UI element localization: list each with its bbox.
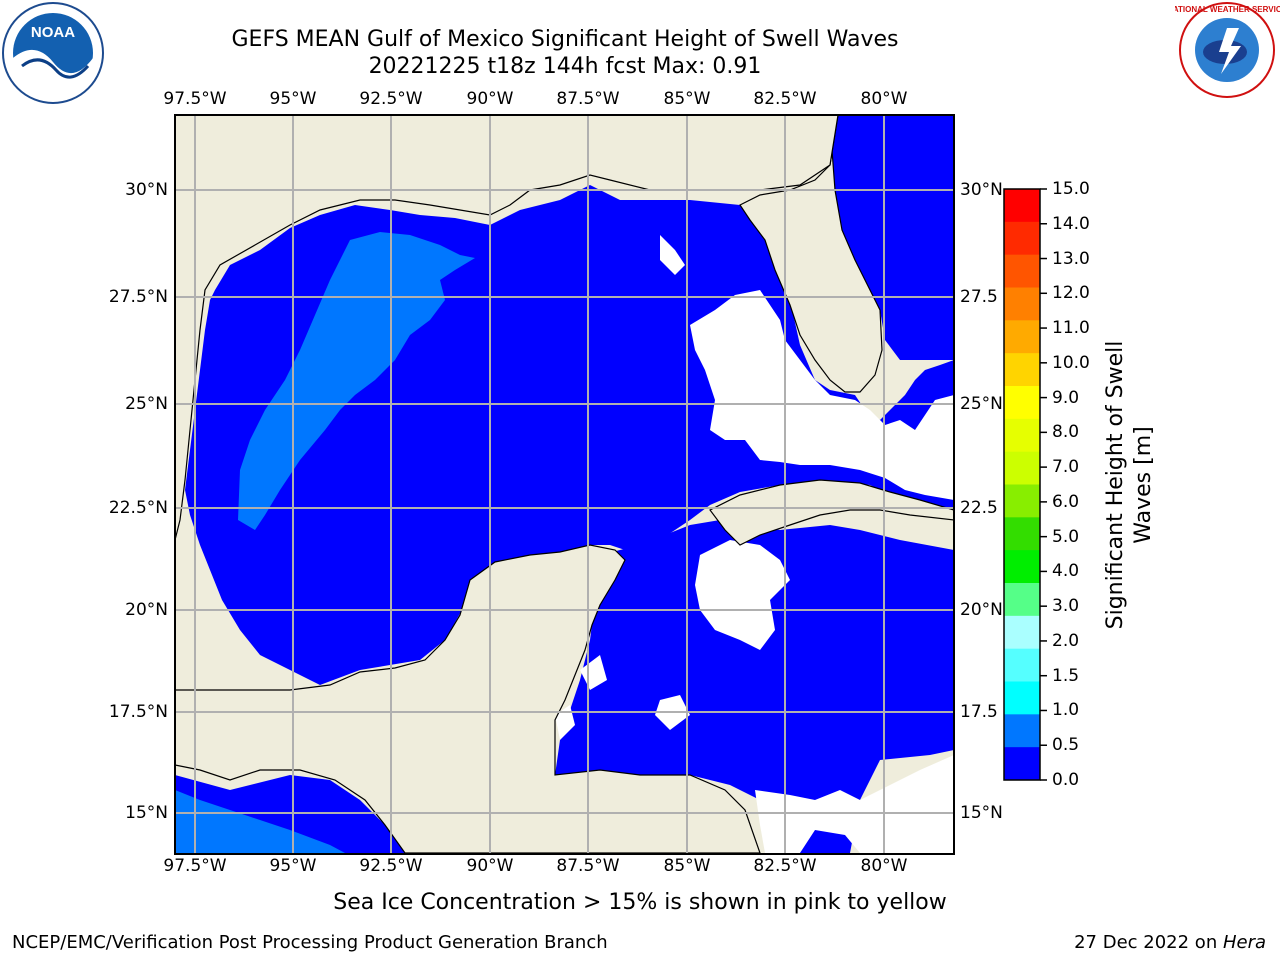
colorbar-bin-10: [1004, 517, 1040, 551]
colorbar-tick-label-7: 8.0: [1052, 422, 1080, 443]
lon-label-top-5: 85°W: [663, 89, 711, 109]
colorbar-tick-label-0: 15.0: [1052, 179, 1090, 199]
lon-label-top-0: 97.5°W: [163, 89, 227, 109]
colorbar-bin-16: [1004, 714, 1040, 748]
no-data-area-6: [555, 705, 575, 740]
lon-label-bottom-1: 95°W: [269, 856, 317, 876]
lon-label-top-2: 92.5°W: [359, 89, 423, 109]
lon-label-bottom-7: 80°W: [860, 856, 908, 876]
lat-label-left-3: 22.5°N: [108, 498, 168, 518]
lat-label-left-4: 20°N: [125, 600, 168, 620]
lat-label-left-6: 15°N: [125, 803, 168, 823]
lon-label-top-3: 90°W: [466, 89, 514, 109]
colorbar-bin-7: [1004, 418, 1040, 453]
map-title-line2: 20221225 t18z 144h fcst Max: 0.91: [368, 54, 762, 79]
footer-date-text: 27 Dec 2022 on: [1074, 932, 1223, 953]
lat-label-left-2: 25°N: [125, 394, 168, 414]
colorbar-tick-label-12: 3.0: [1052, 596, 1080, 617]
colorbar-bin-9: [1004, 484, 1040, 518]
lon-label-top-4: 87.5°W: [556, 89, 620, 109]
colorbar-bin-6: [1004, 386, 1040, 420]
no-data-area-4: [580, 655, 607, 690]
footer-date: 27 Dec 2022 on Hera: [1074, 932, 1266, 953]
atlantic-water: [832, 115, 954, 360]
lon-label-bottom-4: 87.5°W: [556, 856, 620, 876]
colorbar-tick-label-17: 0.0: [1052, 770, 1080, 790]
lat-label-right-5: 17.5: [960, 702, 998, 722]
sea-ice-note: Sea Ice Concentration > 15% is shown in …: [0, 890, 1280, 915]
nws-logo: NATIONAL WEATHER SERVICE: [1167, 0, 1280, 105]
lat-label-left-5: 17.5°N: [108, 702, 168, 722]
colorbar-frame: [1003, 188, 1041, 781]
lat-label-left-0: 30°N: [125, 180, 168, 200]
colorbar-bin-15: [1004, 681, 1040, 715]
lat-label-right-6: 15°N: [960, 803, 1003, 823]
lat-label-right-4: 20°N: [960, 600, 1003, 620]
colorbar-bin-2: [1004, 254, 1040, 288]
noaa-logo: NOAA: [0, 0, 110, 110]
colorbar-title-line1: Significant Height of Swell: [1103, 340, 1128, 630]
colorbar-bin-4: [1004, 320, 1040, 354]
colorbar-tick-label-2: 13.0: [1052, 248, 1090, 269]
colorbar-bin-1: [1004, 221, 1040, 256]
colorbar-tick-label-8: 7.0: [1052, 457, 1080, 478]
colorbar-bin-17: [1004, 747, 1040, 781]
lon-label-top-1: 95°W: [269, 89, 317, 109]
map-title-line1: GEFS MEAN Gulf of Mexico Significant Hei…: [231, 27, 899, 52]
colorbar-tick-label-5: 10.0: [1052, 352, 1090, 373]
lat-label-right-2: 25°N: [960, 394, 1003, 414]
colorbar-tick-label-4: 11.0: [1052, 318, 1090, 339]
caribbean-water: [555, 520, 954, 853]
colorbar-bin-8: [1004, 451, 1040, 485]
colorbar-bin-14: [1004, 648, 1040, 682]
colorbar-title-line2: Waves [m]: [1131, 426, 1156, 544]
lat-label-right-3: 22.5: [960, 498, 998, 518]
lat-label-right-0: 30°N: [960, 180, 1003, 200]
colorbar-tick-label-9: 6.0: [1052, 491, 1080, 512]
colorbar-bin-3: [1004, 287, 1040, 321]
nws-logo-text: NATIONAL WEATHER SERVICE: [1175, 5, 1280, 14]
yucatan-land: [174, 544, 761, 854]
lon-label-bottom-3: 90°W: [466, 856, 514, 876]
colorbar-tick-label-3: 12.0: [1052, 283, 1090, 304]
pacific-water-mid: [175, 790, 345, 853]
lon-label-top-6: 82.5°W: [753, 89, 817, 109]
map-frame: [174, 114, 955, 855]
colorbar-tick-label-16: 0.5: [1052, 735, 1080, 756]
no-data-area-3: [660, 235, 685, 275]
swell-band-mid: [238, 232, 475, 530]
colorbar-title: Significant Height of Swell Waves [m]: [1102, 341, 1158, 630]
colorbar-bin-5: [1004, 353, 1040, 387]
colorbar-tick-label-13: 2.0: [1052, 630, 1080, 651]
lon-label-bottom-6: 82.5°W: [753, 856, 817, 876]
colorbar-tick-label-1: 14.0: [1052, 213, 1090, 234]
colorbar-bin-0: [1004, 189, 1040, 223]
lat-label-left-1: 27.5°N: [108, 287, 168, 307]
sea-ice-note-text: Sea Ice Concentration > 15% is shown in …: [333, 890, 947, 915]
colorbar-tick-label-14: 1.5: [1052, 665, 1080, 686]
lon-label-bottom-0: 97.5°W: [163, 856, 227, 876]
colorbar-bin-13: [1004, 615, 1040, 650]
noaa-logo-text: NOAA: [31, 24, 75, 41]
florida-land: [739, 114, 883, 393]
lon-label-top-7: 80°W: [860, 89, 908, 109]
colorbar-bin-11: [1004, 550, 1040, 584]
footer-credit: NCEP/EMC/Verification Post Processing Pr…: [12, 932, 608, 953]
no-data-area-0: [690, 290, 954, 500]
lat-label-right-1: 27.5: [960, 287, 998, 307]
cuba-land: [709, 479, 955, 546]
no-data-area-2: [755, 755, 954, 853]
colorbar-tick-label-10: 5.0: [1052, 526, 1080, 547]
lon-label-bottom-2: 92.5°W: [359, 856, 423, 876]
lon-label-bottom-5: 85°W: [663, 856, 711, 876]
colorbar-tick-label-11: 4.0: [1052, 561, 1080, 582]
colorbar-tick-label-6: 9.0: [1052, 387, 1080, 408]
footer-host: Hera: [1222, 932, 1266, 953]
colorbar-tick-label-15: 1.0: [1052, 700, 1080, 721]
colorbar-bin-12: [1004, 583, 1040, 617]
no-data-area-1: [695, 540, 790, 650]
